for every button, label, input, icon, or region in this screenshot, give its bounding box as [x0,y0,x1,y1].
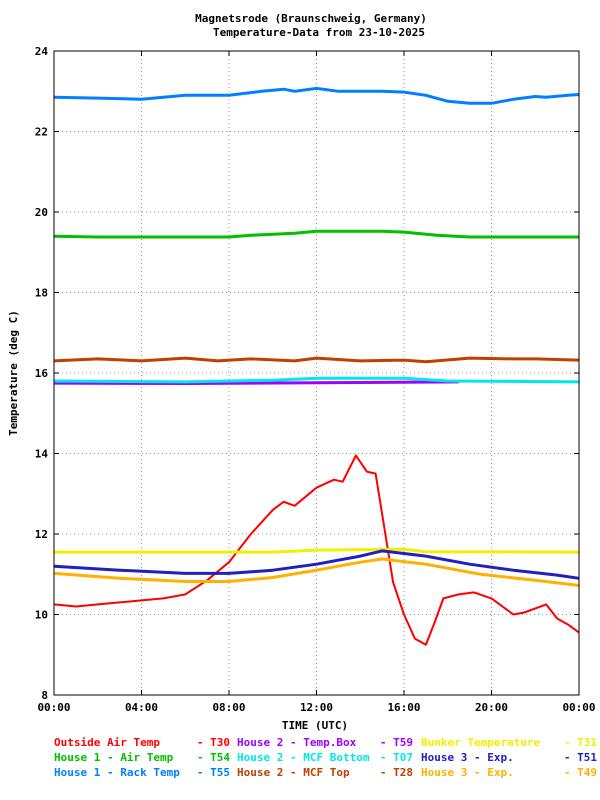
y-tick-label: 12 [35,528,48,541]
legend-entry-code: - T51 [564,751,597,764]
legend-entry-name: House 2 - MCF Top [237,766,350,779]
legend-entry-name: House 1 - Air Temp [54,751,174,764]
legend-entry-code: - T54 [197,751,230,764]
x-tick-label: 12:00 [300,701,333,714]
legend-entry-name: Outside Air Temp [54,736,160,749]
y-tick-label: 16 [35,367,49,380]
series-line-t54 [53,229,579,239]
x-tick-label: 08:00 [212,701,245,714]
y-tick-label: 8 [41,689,48,702]
x-tick-label: 04:00 [125,701,158,714]
legend-entry-code: - T59 [380,736,413,749]
series-line-t59 [53,380,459,385]
y-tick-label: 24 [35,45,49,58]
grid [54,51,579,695]
chart-subtitle: Temperature-Data from 23-10-2025 [213,26,425,39]
y-tick-label: 14 [35,448,49,461]
legend-entry-name: Bunker Temperature [421,736,541,749]
y-tick-label: 10 [35,609,48,622]
series-line-t28 [53,356,580,364]
legend-entry-name: House 1 - Rack Temp [54,766,180,779]
x-tick-label: 16:00 [387,701,420,714]
legend-entry-name: House 2 - MCF Bottom [237,751,370,764]
x-axis-label: TIME (UTC) [282,719,348,732]
plot-frame [53,50,580,696]
series-lines [53,86,580,646]
x-tick-label: 00:00 [37,701,70,714]
y-tick-label: 20 [35,206,48,219]
legend-entry-code: - T30 [197,736,230,749]
y-tick-label: 18 [35,287,48,300]
series-line-t49 [53,557,580,587]
legend-entry-name: House 3 - Exp. [421,751,514,764]
legend-entry-code: - T55 [197,766,230,779]
legend-entry-name: House 2 - Temp.Box [237,736,357,749]
x-tick-label: 20:00 [475,701,508,714]
series-line-t30 [53,454,580,646]
legend-entry-code: - T49 [564,766,597,779]
x-tick-label: 00:00 [562,701,595,714]
legend: Outside Air Temp - T30 House 2 - Temp.Box -… [54,736,597,779]
y-tick-label: 22 [35,126,48,139]
legend-entry-code: - T07 [380,751,413,764]
chart-title: Magnetsrode (Braunschweig, Germany) [195,12,427,25]
legend-entry-code: - T31 [564,736,597,749]
series-line-t51 [53,549,580,580]
series-line-t07 [53,376,580,384]
legend-entry-name: House 3 - Exp. [421,766,514,779]
axis-ticks: 8 10 12 14 16 18 20 22 24 00:00 04:00 08:00 12:00 16:… [35,45,596,714]
series-line-t55 [53,86,580,105]
series-line-t31 [54,547,580,554]
y-axis-label: Temperature (deg C) [7,310,20,436]
legend-entry-code: - T28 [380,766,413,779]
